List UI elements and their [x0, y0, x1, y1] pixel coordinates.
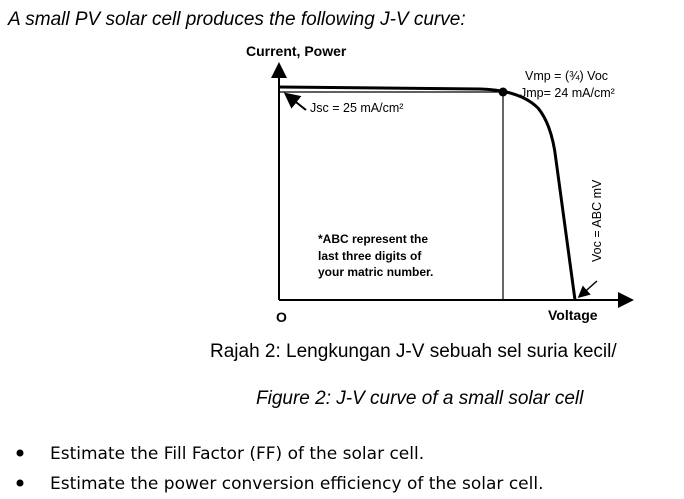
voc-label: Voc = ABC mV — [590, 179, 604, 262]
note-line: your matric number. — [318, 265, 433, 279]
note-line: *ABC represent the — [318, 232, 428, 246]
bullet-text: Estimate the Fill Factor (FF) of the sol… — [50, 444, 424, 464]
jmp-label: Jmp= 24 mA/cm² — [520, 86, 615, 100]
x-axis-label: Voltage — [548, 307, 598, 323]
voc-arrow — [577, 280, 598, 298]
caption-malay: Rajah 2: Lengkungan J-V sebuah sel suria… — [210, 341, 617, 362]
y-axis-label: Current, Power — [246, 43, 347, 59]
vmp-label: Vmp = (¾) Voc — [525, 69, 608, 83]
jsc-label: Jsc = 25 mA/cm² — [310, 101, 403, 115]
mpp-dot — [498, 87, 508, 97]
bullet-dot — [16, 449, 24, 457]
title: A small PV solar cell produces the follo… — [7, 9, 466, 30]
origin-label: O — [276, 309, 287, 325]
jsc-arrow — [283, 92, 307, 111]
jv-curve — [278, 85, 577, 301]
bullet-text: Estimate the power conversion efficiency… — [50, 474, 543, 494]
caption-english: Figure 2: J-V curve of a small solar cel… — [256, 388, 584, 409]
note-line: last three digits of — [318, 249, 422, 263]
bullet-dot — [16, 479, 24, 487]
